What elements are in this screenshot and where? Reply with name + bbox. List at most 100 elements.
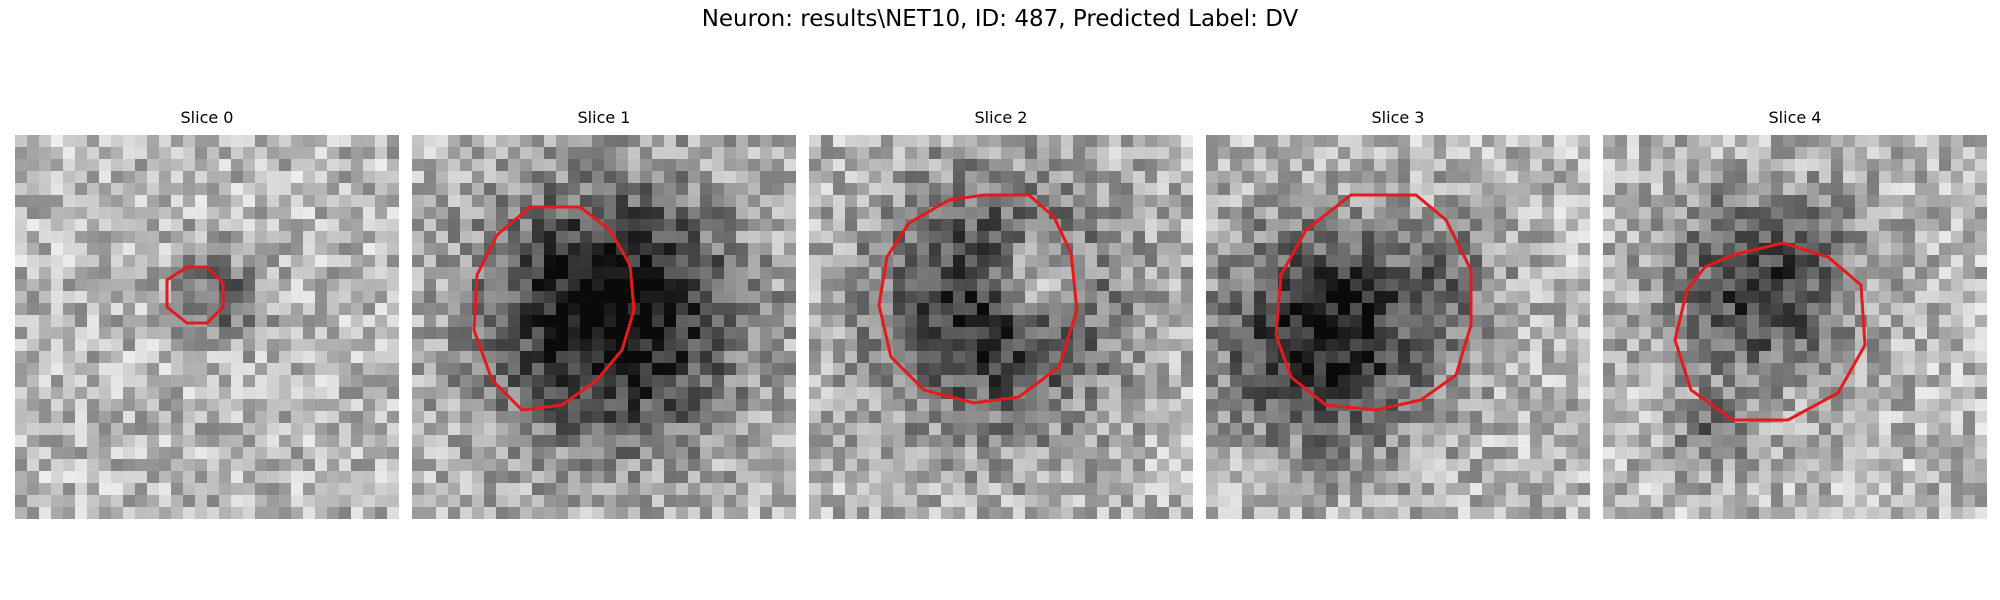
pixel-cell <box>1374 195 1387 208</box>
pixel-cell <box>1795 183 1808 196</box>
pixel-cell <box>1025 483 1038 496</box>
pixel-cell <box>75 339 88 352</box>
pixel-cell <box>87 483 100 496</box>
pixel-cell <box>700 387 713 400</box>
pixel-cell <box>1037 267 1050 280</box>
pixel-cell <box>917 231 930 244</box>
pixel-cell <box>51 411 64 424</box>
pixel-cell <box>1145 399 1158 412</box>
pixel-cell <box>1290 267 1303 280</box>
pixel-cell <box>1939 291 1952 304</box>
pixel-cell <box>1133 387 1146 400</box>
pixel-cell <box>255 411 268 424</box>
pixel-cell <box>1001 375 1014 388</box>
pixel-cell <box>1218 327 1231 340</box>
pixel-cell <box>111 135 124 148</box>
pixel-cell <box>1603 183 1616 196</box>
pixel-cell <box>412 315 425 328</box>
pixel-cell <box>724 219 737 232</box>
pixel-cell <box>556 243 569 256</box>
pixel-cell <box>652 231 665 244</box>
pixel-cell <box>1891 411 1904 424</box>
pixel-cell <box>1675 231 1688 244</box>
pixel-cell <box>1915 243 1928 256</box>
pixel-cell <box>1651 159 1664 172</box>
pixel-cell <box>1819 351 1832 364</box>
pixel-cell <box>1181 159 1193 172</box>
pixel-cell <box>1073 339 1086 352</box>
pixel-cell <box>1013 471 1026 484</box>
pixel-cell <box>1085 327 1098 340</box>
pixel-cell <box>1314 471 1327 484</box>
pixel-cell <box>1603 303 1616 316</box>
pixel-cell <box>508 351 521 364</box>
pixel-cell <box>1398 339 1411 352</box>
pixel-cell <box>1097 279 1110 292</box>
pixel-cell <box>1410 387 1423 400</box>
pixel-cell <box>1855 183 1868 196</box>
pixel-cell <box>1542 387 1555 400</box>
pixel-cell <box>51 159 64 172</box>
pixel-cell <box>243 411 256 424</box>
pixel-cell <box>1458 303 1471 316</box>
pixel-cell <box>532 507 545 519</box>
pixel-cell <box>207 459 220 472</box>
pixel-cell <box>1230 399 1243 412</box>
pixel-cell <box>1855 159 1868 172</box>
pixel-cell <box>1109 363 1122 376</box>
pixel-cell <box>1843 315 1856 328</box>
pixel-cell <box>688 495 701 508</box>
pixel-cell <box>1627 303 1640 316</box>
pixel-cell <box>1603 351 1616 364</box>
pixel-cell <box>1133 411 1146 424</box>
pixel-cell <box>1819 435 1832 448</box>
pixel-cell <box>1711 447 1724 460</box>
pixel-cell <box>1145 207 1158 220</box>
pixel-cell <box>1627 159 1640 172</box>
pixel-cell <box>111 171 124 184</box>
pixel-cell <box>688 159 701 172</box>
pixel-cell <box>1290 363 1303 376</box>
pixel-cell <box>941 399 954 412</box>
pixel-cell <box>712 399 725 412</box>
pixel-cell <box>1085 483 1098 496</box>
pixel-cell <box>147 291 160 304</box>
pixel-cell <box>592 375 605 388</box>
pixel-cell <box>869 171 882 184</box>
pixel-cell <box>1939 423 1952 436</box>
pixel-cell <box>1494 459 1507 472</box>
pixel-cell <box>1951 435 1964 448</box>
pixel-cell <box>303 219 316 232</box>
pixel-cell <box>881 363 894 376</box>
pixel-cell <box>1891 135 1904 148</box>
pixel-cell <box>652 375 665 388</box>
pixel-cell <box>1723 147 1736 160</box>
pixel-cell <box>953 399 966 412</box>
pixel-cell <box>1651 387 1664 400</box>
pixel-cell <box>303 195 316 208</box>
pixel-cell <box>1530 351 1543 364</box>
pixel-cell <box>1470 495 1483 508</box>
pixel-cell <box>1073 447 1086 460</box>
pixel-cell <box>231 399 244 412</box>
pixel-cell <box>1542 303 1555 316</box>
pixel-cell <box>1975 207 1987 220</box>
pixel-cell <box>1530 147 1543 160</box>
pixel-cell <box>905 291 918 304</box>
pixel-cell <box>1939 147 1952 160</box>
pixel-cell <box>1578 243 1590 256</box>
pixel-cell <box>1891 219 1904 232</box>
pixel-cell <box>436 243 449 256</box>
pixel-cell <box>1735 351 1748 364</box>
pixel-cell <box>1386 219 1399 232</box>
pixel-cell <box>532 423 545 436</box>
pixel-cell <box>568 351 581 364</box>
pixel-cell <box>748 159 761 172</box>
pixel-cell <box>640 507 653 519</box>
pixel-cell <box>1338 351 1351 364</box>
pixel-cell <box>39 507 52 519</box>
pixel-cell <box>1398 435 1411 448</box>
pixel-cell <box>760 183 773 196</box>
pixel-cell <box>893 339 906 352</box>
pixel-cell <box>63 315 76 328</box>
